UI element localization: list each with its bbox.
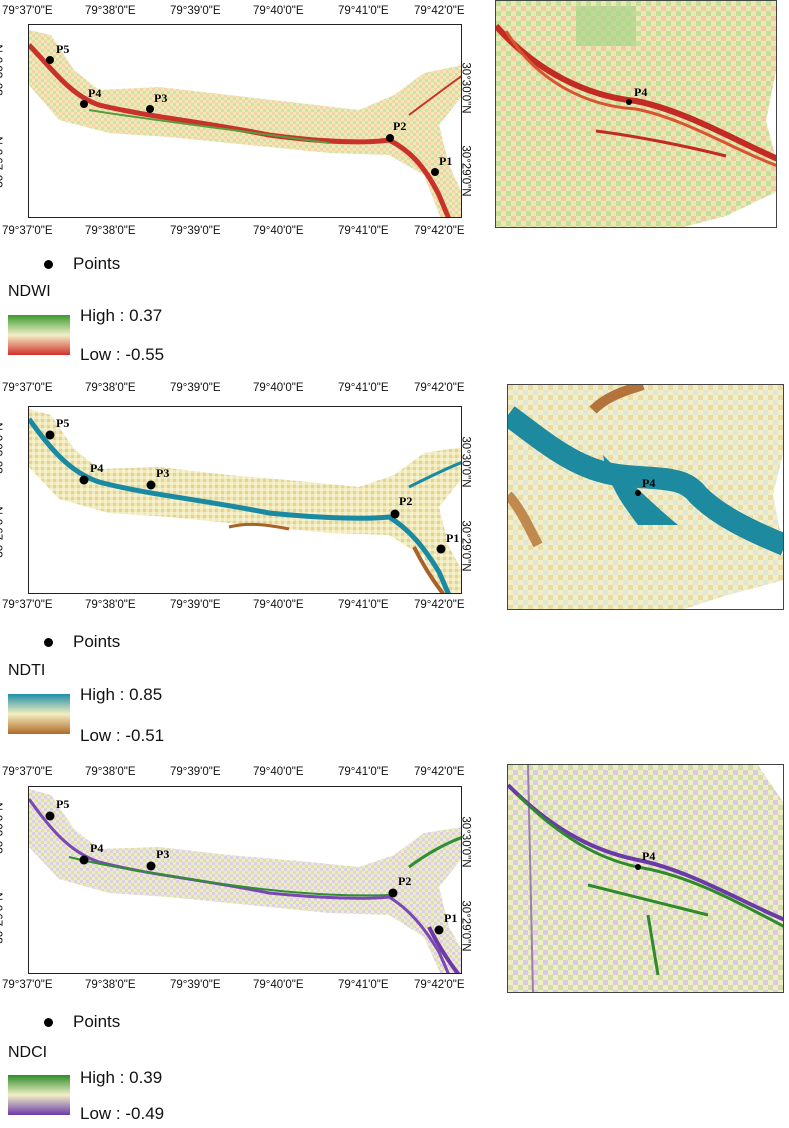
ndti-low-label: Low : -0.51 <box>80 726 165 745</box>
ndci-map-canvas <box>29 789 461 973</box>
lon-tick-top: 79°40'0"E <box>253 766 304 778</box>
lon-tick-top: 79°37'0"E <box>2 766 53 778</box>
lon-tick-bottom: 79°41'0"E <box>338 979 389 991</box>
lon-tick-bottom: 79°38'0"E <box>85 225 136 237</box>
ndwi-low-label: Low : -0.55 <box>80 345 165 364</box>
points-legend-label: Points <box>73 632 121 651</box>
lon-tick-top: 79°39'0"E <box>170 766 221 778</box>
lon-tick-top: 79°42'0"E <box>414 766 465 778</box>
point-symbol <box>44 637 53 647</box>
points-legend: Points <box>44 632 120 652</box>
ndci-zoom-point: P4 <box>635 849 655 870</box>
lon-tick-top: 79°37'0"E <box>2 382 53 394</box>
lon-tick-top: 79°41'0"E <box>338 382 389 394</box>
lon-tick-top: 79°38'0"E <box>85 5 136 17</box>
lon-tick-bottom: 79°39'0"E <box>170 225 221 237</box>
ndwi-high-label: High : 0.37 <box>80 306 163 325</box>
lon-tick-bottom: 79°40'0"E <box>253 225 304 237</box>
lon-tick-top: 79°41'0"E <box>338 766 389 778</box>
point-symbol <box>44 259 53 269</box>
ndti-legend-title: NDTI <box>8 662 46 679</box>
lon-tick-bottom: 79°40'0"E <box>253 599 304 611</box>
lat-tick-left: 30°29'0"N <box>0 506 6 558</box>
ndci-panel: 79°37'0"E 79°38'0"E 79°39'0"E 79°40'0"E … <box>0 752 789 1128</box>
lon-tick-bottom: 79°38'0"E <box>85 599 136 611</box>
ndwi-zoom-canvas <box>496 1 776 227</box>
lon-tick-bottom: 79°41'0"E <box>338 599 389 611</box>
lat-tick-left: 30°30'0"N <box>0 802 6 854</box>
ndci-main-map <box>28 786 462 974</box>
lon-tick-bottom: 79°42'0"E <box>414 225 465 237</box>
ndci-low-label: Low : -0.49 <box>80 1104 165 1123</box>
lat-tick-left: 30°29'0"N <box>0 892 6 944</box>
ndti-color-ramp <box>8 694 70 734</box>
ndti-high-label: High : 0.85 <box>80 685 163 704</box>
svg-text:P4: P4 <box>634 85 647 99</box>
ndwi-zoom-inset: P4 <box>495 0 777 228</box>
lon-tick-top: 79°42'0"E <box>414 382 465 394</box>
points-legend: Points <box>44 1012 120 1032</box>
lon-tick-top: 79°38'0"E <box>85 382 136 394</box>
ndci-legend-title: NDCI <box>8 1044 48 1061</box>
point-symbol <box>44 1017 53 1027</box>
lon-tick-bottom: 79°37'0"E <box>2 599 53 611</box>
points-legend: Points <box>44 254 120 274</box>
ndci-zoom-canvas <box>508 765 783 992</box>
lat-tick-left: 30°29'0"N <box>0 136 6 188</box>
lat-tick-left: 30°30'0"N <box>0 44 6 96</box>
ndci-zoom-inset: P4 <box>507 764 784 993</box>
lon-tick-top: 79°38'0"E <box>85 766 136 778</box>
svg-text:P4: P4 <box>642 476 655 490</box>
ndti-zoom-point: P4 <box>635 476 655 496</box>
svg-text:P4: P4 <box>642 849 655 863</box>
ndwi-panel: 79°37'0"E 79°38'0"E 79°39'0"E 79°40'0"E … <box>0 0 789 376</box>
ndti-zoom-inset: P4 <box>507 384 784 610</box>
lon-tick-top: 79°42'0"E <box>414 5 465 17</box>
lon-tick-bottom: 79°42'0"E <box>414 979 465 991</box>
ndwi-map-canvas <box>29 30 461 217</box>
lon-tick-top: 79°40'0"E <box>253 382 304 394</box>
lon-tick-bottom: 79°38'0"E <box>85 979 136 991</box>
ndci-high-label: High : 0.39 <box>80 1068 163 1087</box>
lon-tick-top: 79°39'0"E <box>170 5 221 17</box>
ndwi-legend-title: NDWI <box>8 283 51 300</box>
ndci-color-ramp <box>8 1075 70 1115</box>
lon-tick-bottom: 79°42'0"E <box>414 599 465 611</box>
lon-tick-bottom: 79°39'0"E <box>170 599 221 611</box>
lon-tick-top: 79°41'0"E <box>338 5 389 17</box>
ndti-main-map <box>28 406 462 594</box>
ndti-panel: 79°37'0"E 79°38'0"E 79°39'0"E 79°40'0"E … <box>0 376 789 752</box>
lon-tick-bottom: 79°37'0"E <box>2 225 53 237</box>
lon-tick-bottom: 79°37'0"E <box>2 979 53 991</box>
ndti-zoom-canvas <box>508 385 783 609</box>
lon-tick-bottom: 79°39'0"E <box>170 979 221 991</box>
lon-tick-top: 79°40'0"E <box>253 5 304 17</box>
lon-tick-bottom: 79°41'0"E <box>338 225 389 237</box>
points-legend-label: Points <box>73 1012 121 1031</box>
lon-tick-top: 79°37'0"E <box>2 5 53 17</box>
ndwi-zoom-point: P4 <box>626 85 647 105</box>
lon-tick-bottom: 79°40'0"E <box>253 979 304 991</box>
ndti-map-canvas <box>29 409 461 593</box>
lat-tick-left: 30°30'0"N <box>0 422 6 474</box>
ndwi-color-ramp <box>8 315 70 355</box>
points-legend-label: Points <box>73 254 121 273</box>
lon-tick-top: 79°39'0"E <box>170 382 221 394</box>
ndwi-main-map <box>28 24 462 218</box>
